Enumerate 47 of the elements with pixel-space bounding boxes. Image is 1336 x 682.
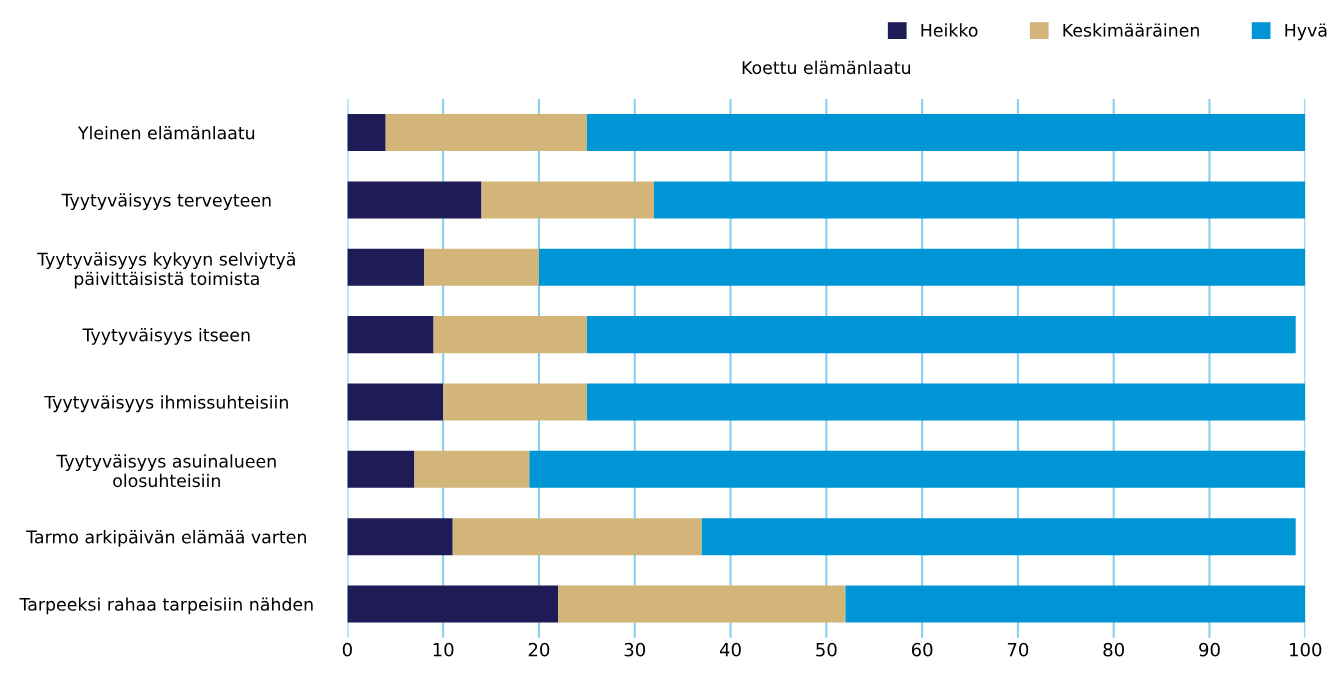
bar <box>414 450 530 488</box>
legend-label: Hyvä <box>1285 23 1327 41</box>
x-tick-label: 70 <box>1007 642 1029 657</box>
y-tick-label: Tyytyväisyys terveyteen <box>61 193 271 211</box>
bar <box>529 450 1306 488</box>
bar <box>586 114 1306 152</box>
y-tick-label: Tyytyväisyys ihmissuhteisiin <box>44 395 288 413</box>
y-tick-label: Tyytyväisyys kykyyn selviytyä päivittäisistä toimista <box>37 252 295 289</box>
x-tick-label: 60 <box>911 642 933 657</box>
bar <box>347 181 482 219</box>
x-tick-label: 30 <box>624 642 646 657</box>
legend-label: Heikko <box>921 23 978 37</box>
bar <box>586 316 1296 354</box>
bar <box>701 518 1296 556</box>
chart-title: Koettu elämänlaatu <box>742 60 911 75</box>
x-tick-label: 20 <box>528 642 550 657</box>
bar <box>347 248 424 286</box>
bar <box>433 316 587 354</box>
x-tick-label: 10 <box>433 642 454 657</box>
bar <box>452 518 702 556</box>
bar <box>443 383 587 421</box>
x-tick-label: 80 <box>1103 642 1124 657</box>
bar <box>538 248 1306 286</box>
bar <box>558 585 846 623</box>
bar <box>653 181 1306 219</box>
bar <box>481 181 654 219</box>
bar <box>385 114 587 152</box>
x-tick-label: 100 <box>1290 642 1322 657</box>
legend-label: Keskimääräinen <box>1063 23 1199 37</box>
y-tick-label: Tarpeeksi rahaa tarpeisiin nähden <box>19 597 313 615</box>
x-tick-label: 0 <box>342 642 352 657</box>
bar <box>347 450 415 488</box>
y-tick-label: Tyytyväisyys itseen <box>82 328 250 345</box>
x-tick-label: 40 <box>719 642 741 657</box>
bar <box>347 316 434 354</box>
y-tick-label: Yleinen elämänlaatu <box>77 125 255 140</box>
bar <box>347 585 559 623</box>
bar <box>586 383 1306 421</box>
y-tick-label: Tyytyväisyys asuinalueen olosuhteisiin <box>56 454 276 488</box>
x-tick-label: 90 <box>1199 642 1220 657</box>
x-tick-label: 50 <box>816 642 837 657</box>
bar <box>845 585 1306 623</box>
bar <box>423 248 539 286</box>
bar <box>347 518 453 556</box>
bar <box>347 383 444 421</box>
y-tick-label: Tarmo arkipäivän elämää varten <box>26 530 306 547</box>
bar <box>347 114 386 152</box>
